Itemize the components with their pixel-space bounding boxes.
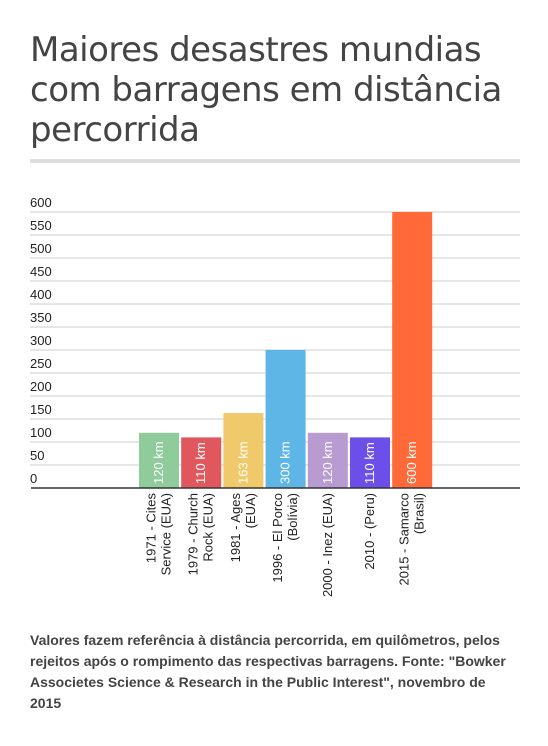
data-label: 110 km: [193, 442, 208, 484]
bar: [307, 432, 348, 488]
bar: [392, 212, 433, 488]
category-label: 2010 - (Peru): [362, 493, 377, 570]
y-tick-label: 350: [30, 310, 52, 325]
chart-title: Maiores desastres mundias com barragens …: [30, 30, 502, 150]
category-label: (Brasil): [412, 493, 427, 534]
data-label: 120 km: [151, 441, 166, 484]
title-divider: [30, 159, 520, 163]
data-label: 163 km: [235, 441, 250, 484]
y-tick-label: 100: [30, 425, 52, 440]
category-label: 2000 - Inez (EUA): [320, 493, 335, 597]
category-label: Service (EUA): [159, 493, 174, 575]
y-tick-label: 0: [30, 471, 37, 486]
y-tick-label: 500: [30, 241, 52, 256]
source-caption: Valores fazem referência à distância per…: [30, 632, 506, 711]
bar: [350, 437, 390, 488]
data-label: 600 km: [404, 441, 419, 484]
bar: [139, 432, 179, 488]
y-tick-label: 150: [30, 402, 52, 417]
category-label: (Bolívia): [285, 493, 300, 541]
x-axis-categories: 1971 - Cites Service (EUA) 1979 - Church Ro…: [144, 493, 427, 598]
category-label: 2015 - Samarco: [397, 493, 412, 586]
category-label: 1979 - Church: [186, 493, 201, 575]
bars: [139, 212, 433, 488]
category-label: (EUA): [243, 493, 258, 528]
bar: [265, 350, 306, 488]
y-tick-label: 450: [30, 264, 52, 279]
category-label: Rock (EUA): [201, 493, 216, 562]
bar: [181, 437, 222, 488]
bar-chart: 0 50 100 150 200 250 300 350 400 450 500 550 600 120…: [30, 195, 520, 598]
y-tick-label: 300: [30, 333, 52, 348]
data-label: 300 km: [278, 441, 293, 484]
y-tick-label: 600: [30, 195, 52, 210]
category-label: 1996 - El Porco: [270, 493, 285, 583]
category-label: 1981 - Ages: [228, 493, 243, 563]
y-tick-label: 250: [30, 356, 52, 371]
y-tick-label: 50: [30, 448, 44, 463]
data-labels: 120 km 110 km 163 km 300 km 120 km 110 km 600 …: [151, 441, 419, 484]
y-tick-label: 200: [30, 379, 52, 394]
y-tick-label: 550: [30, 218, 52, 233]
data-label: 110 km: [362, 442, 377, 484]
y-axis-ticks: 0 50 100 150 200 250 300 350 400 450 500 550 600: [30, 195, 52, 486]
category-label: 1971 - Cites: [144, 493, 159, 564]
data-label: 120 km: [320, 441, 335, 484]
y-tick-label: 400: [30, 287, 52, 302]
bar: [223, 413, 264, 488]
